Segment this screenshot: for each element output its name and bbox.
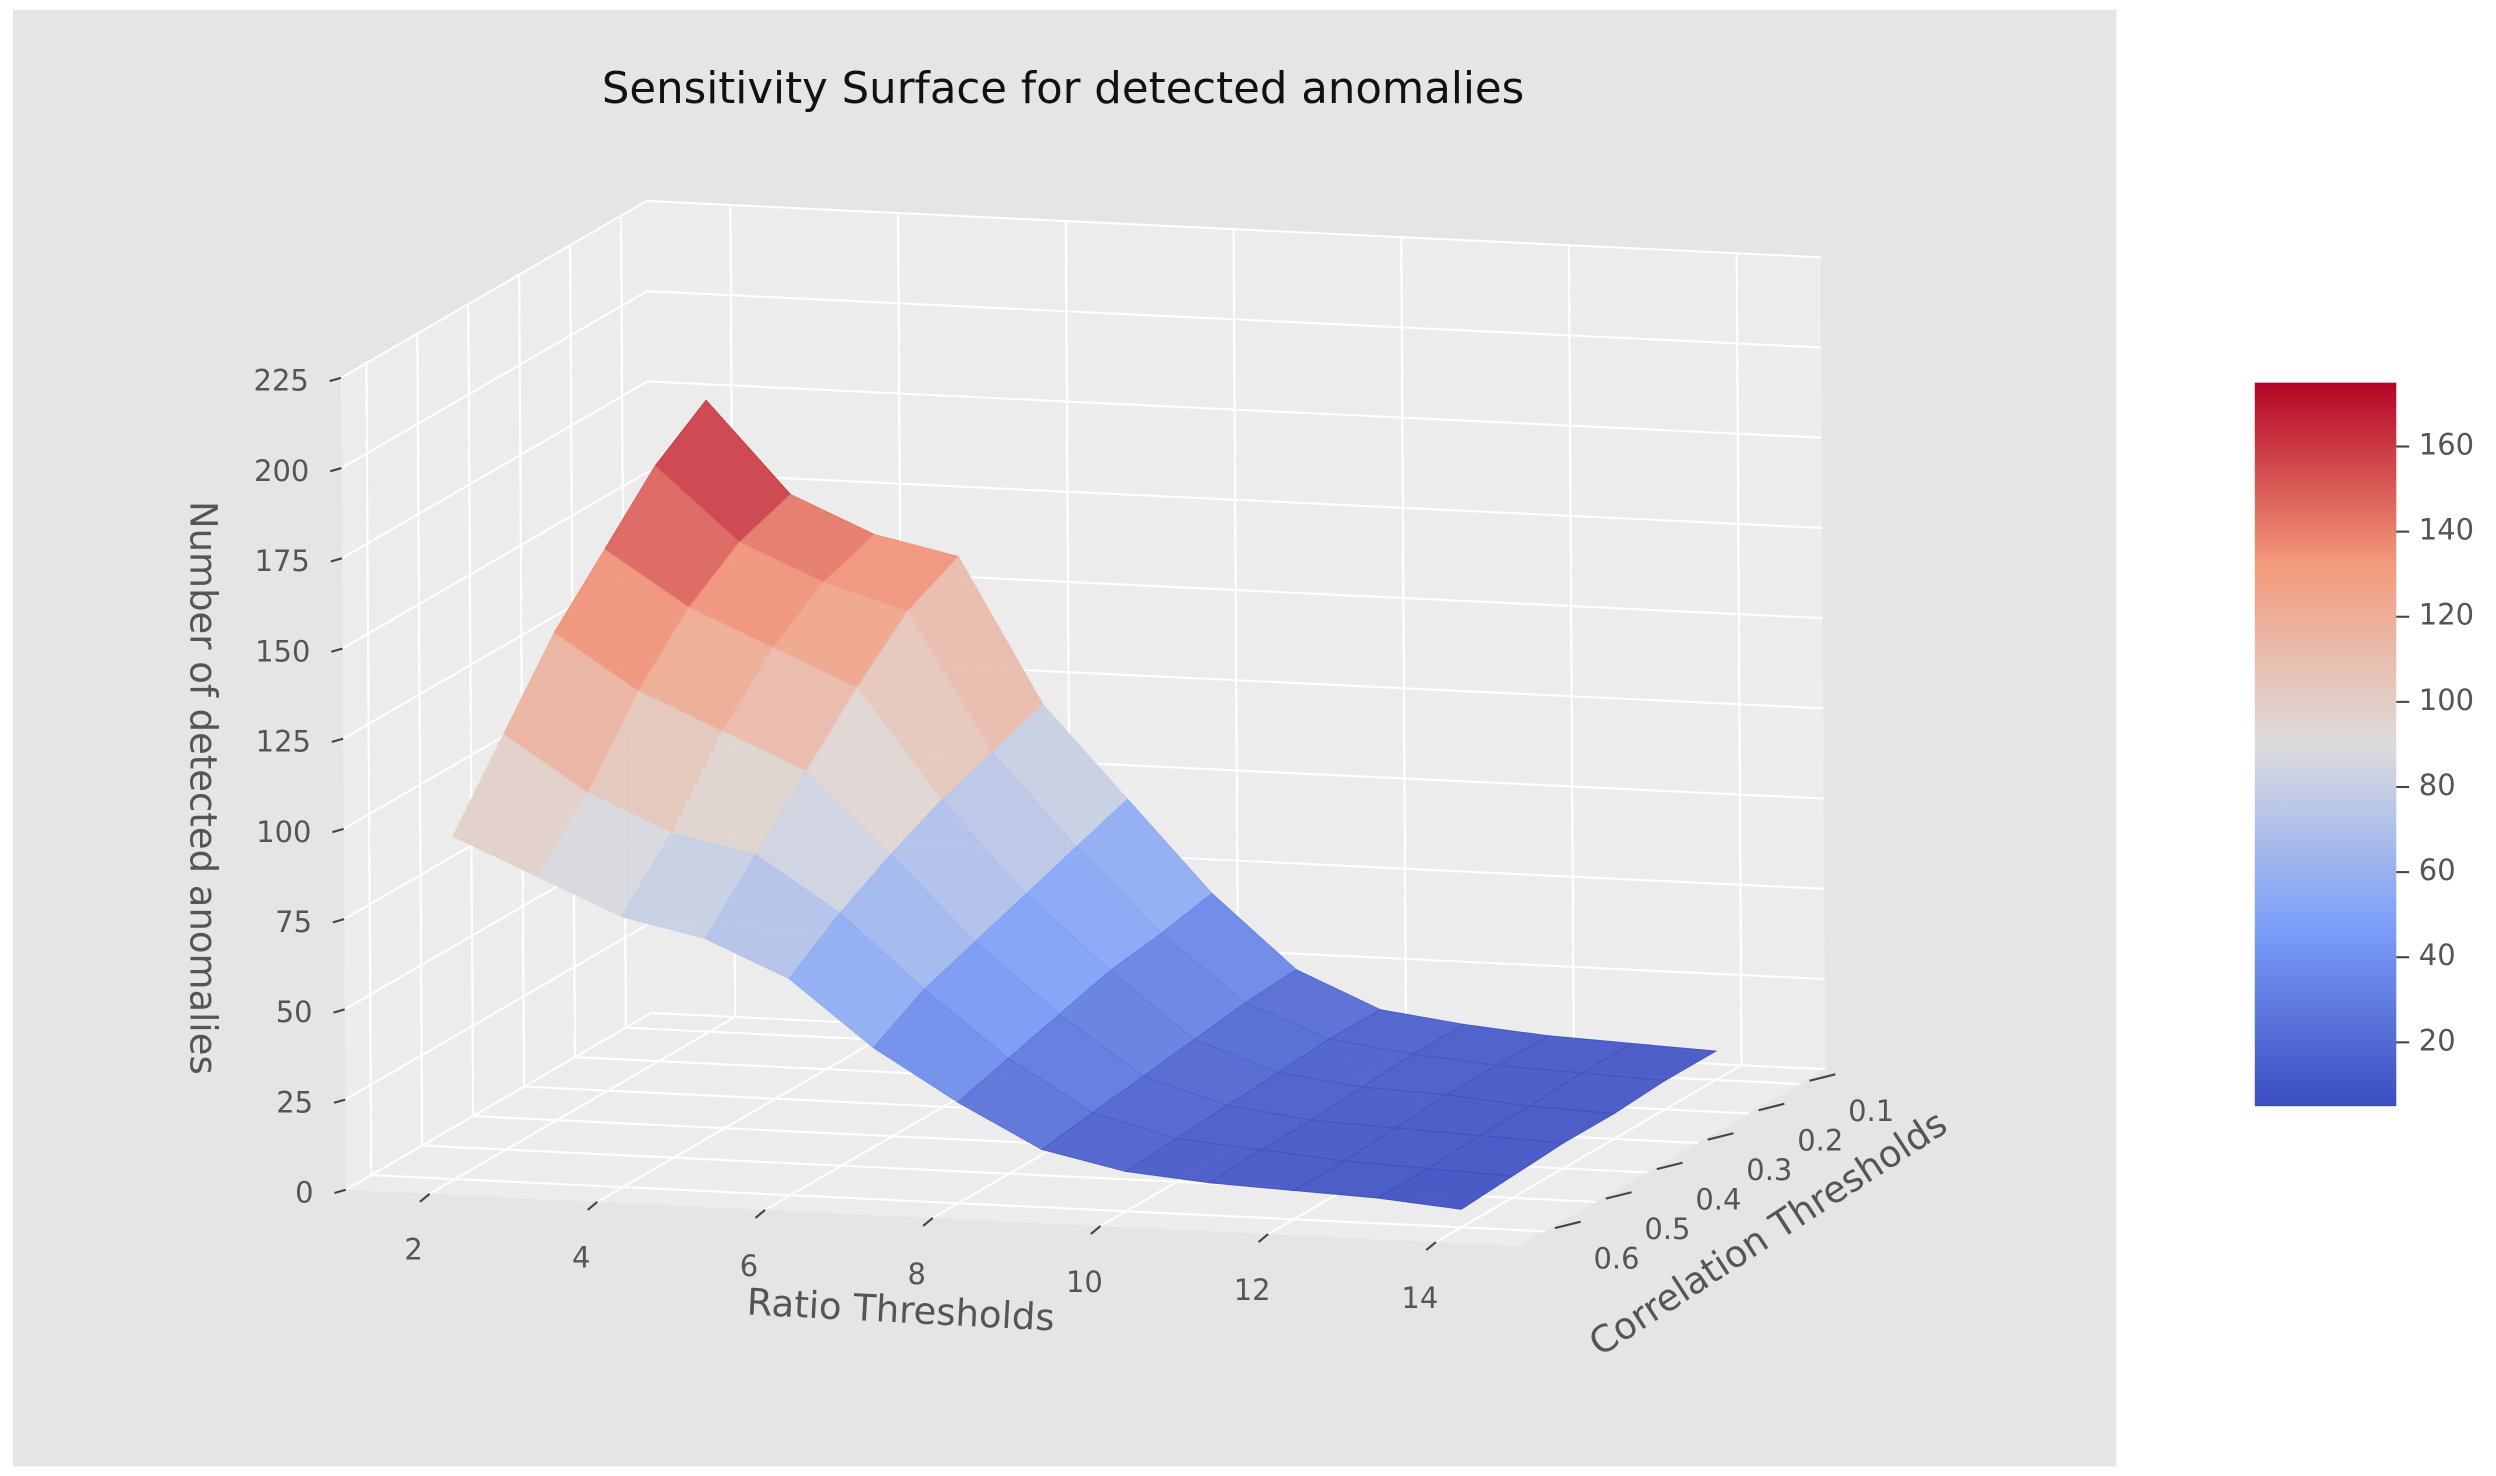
grid-line (1567, 245, 1575, 1058)
y-tick (1554, 1220, 1581, 1230)
grid-line (648, 470, 1823, 529)
x-tick (922, 1217, 934, 1227)
z-axis-label: Number of detected anomalies (182, 501, 225, 1075)
z-tick-label: 150 (255, 634, 310, 668)
z-tick (333, 1098, 346, 1104)
grid-line (1735, 253, 1743, 1066)
y-tick (1758, 1102, 1785, 1112)
z-tick-label: 75 (275, 905, 312, 939)
z-tick-label: 25 (276, 1085, 313, 1119)
grid-line (342, 470, 649, 650)
z-tick (333, 1008, 345, 1014)
colorbar-tick-label: 20 (2419, 1023, 2456, 1057)
colorbar-tick-label: 60 (2419, 853, 2456, 887)
y-tick-label: 0.2 (1797, 1123, 1843, 1157)
z-tick-label: 200 (254, 454, 309, 488)
z-tick-label: 175 (255, 544, 310, 578)
z-tick-label: 125 (256, 725, 311, 759)
colorbar-tick-label: 120 (2419, 598, 2474, 632)
x-tick-label: 4 (572, 1241, 590, 1275)
grid-line (371, 1174, 1546, 1233)
x-tick-label: 12 (1234, 1273, 1271, 1307)
z-tick (334, 1188, 347, 1195)
y-tick-label: 0.6 (1594, 1241, 1640, 1275)
x-tick-label: 2 (404, 1233, 422, 1267)
grid-line (596, 1024, 904, 1203)
grid-line (647, 380, 1822, 439)
z-tick-label: 0 (295, 1176, 313, 1210)
x-tick (419, 1193, 431, 1203)
y-tick (1809, 1073, 1836, 1082)
colorbar-tick-label: 40 (2419, 938, 2456, 972)
grid-line (341, 380, 649, 560)
z-tick (331, 737, 344, 743)
grid-line (340, 290, 648, 469)
x-tick (1090, 1225, 1102, 1235)
colorbar-tick-label: 100 (2419, 683, 2474, 717)
surface-patch (1376, 1168, 1514, 1210)
x-tick-label: 10 (1066, 1265, 1103, 1299)
z-tick-label: 50 (276, 995, 313, 1029)
z-tick (329, 376, 342, 383)
y-tick-label: 0.4 (1695, 1182, 1741, 1216)
grid-line (416, 333, 424, 1146)
grid-line (345, 1012, 652, 1191)
grid-line (344, 921, 652, 1101)
y-tick (1605, 1191, 1632, 1200)
grid-line (518, 274, 526, 1087)
colorbar-tick-label: 140 (2419, 513, 2474, 547)
z-tick (329, 467, 342, 473)
y-tick-label: 0.1 (1848, 1094, 1894, 1128)
y-tick (1656, 1161, 1683, 1171)
grid-line (467, 304, 475, 1117)
chart-title: Sensitivity Surface for detected anomali… (602, 64, 1524, 114)
colorbar (2254, 382, 2397, 1107)
grid-line (647, 290, 1822, 349)
x-tick (754, 1209, 766, 1219)
z-tick (332, 827, 344, 834)
grid-line (340, 200, 648, 379)
y-tick-label: 0.5 (1644, 1212, 1690, 1246)
grid-line (365, 363, 373, 1176)
grid-line (429, 1016, 736, 1195)
z-tick-label: 100 (256, 815, 311, 849)
z-tick (332, 918, 345, 924)
colorbar-tick-label: 80 (2419, 768, 2456, 802)
x-tick-label: 14 (1401, 1281, 1438, 1315)
colorbar-tick-label: 160 (2419, 428, 2474, 462)
grid-line (646, 199, 1821, 259)
x-tick (587, 1201, 599, 1211)
x-tick (1257, 1233, 1269, 1243)
grid-line (1435, 1064, 1743, 1243)
x-tick (1425, 1241, 1437, 1251)
x-tick-label: 8 (907, 1257, 925, 1291)
z-tick (330, 557, 343, 563)
y-tick-label: 0.3 (1746, 1153, 1792, 1187)
grid-line (1232, 229, 1240, 1042)
z-tick-label: 225 (254, 364, 309, 398)
x-tick-label: 6 (740, 1249, 758, 1283)
grid-line (1400, 237, 1408, 1050)
z-tick (331, 647, 343, 653)
y-tick (1707, 1132, 1734, 1141)
